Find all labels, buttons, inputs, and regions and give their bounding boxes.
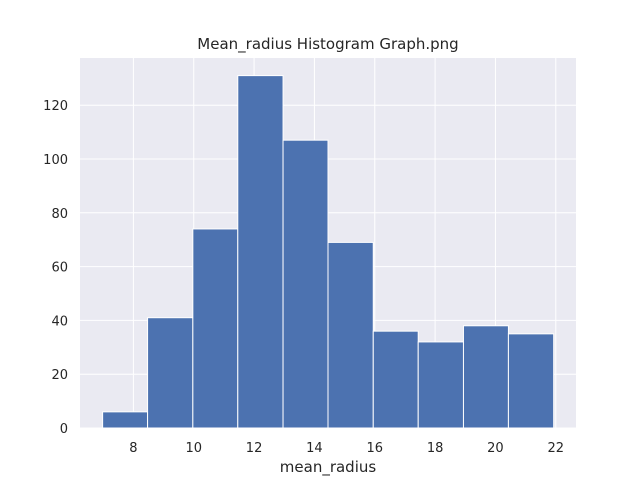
histogram-bars <box>102 75 555 429</box>
x-tick-label: 14 <box>306 441 323 456</box>
histogram-bar <box>102 411 149 429</box>
histogram-bar <box>237 75 284 429</box>
histogram-bar <box>462 325 509 429</box>
x-tick-label: 18 <box>427 441 444 456</box>
histogram-bar <box>147 317 194 429</box>
y-tick-label: 40 <box>51 314 68 329</box>
y-axis-ticks: 0 20 40 60 80 100 120 <box>43 99 68 437</box>
x-axis-ticks: 8 10 12 14 16 18 20 22 <box>129 441 564 456</box>
histogram-bar <box>507 333 555 429</box>
histogram-bar <box>372 330 419 429</box>
y-tick-label: 0 <box>60 422 68 437</box>
y-tick-label: 100 <box>43 153 68 168</box>
histogram-bar <box>192 228 239 429</box>
x-tick-label: 20 <box>487 441 504 456</box>
x-tick-label: 16 <box>366 441 383 456</box>
histogram-bar <box>327 241 374 429</box>
x-tick-label: 22 <box>548 441 565 456</box>
x-tick-label: 12 <box>246 441 263 456</box>
y-tick-label: 20 <box>51 368 68 383</box>
x-tick-label: 8 <box>129 441 137 456</box>
y-tick-label: 60 <box>51 261 68 276</box>
x-tick-label: 10 <box>185 441 202 456</box>
y-tick-label: 80 <box>51 207 68 222</box>
histogram-bar <box>417 341 464 429</box>
y-tick-label: 120 <box>43 99 68 114</box>
x-axis-label: mean_radius <box>280 458 377 477</box>
chart-title: Mean_radius Histogram Graph.png <box>197 35 458 54</box>
histogram-bar <box>282 139 329 429</box>
